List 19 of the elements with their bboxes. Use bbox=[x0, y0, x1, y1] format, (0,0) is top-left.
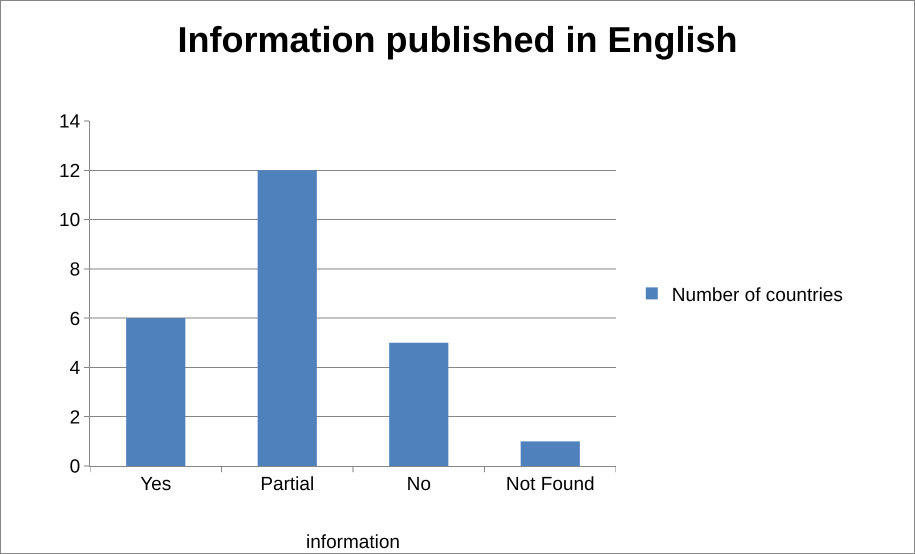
x-tick-label: Not Found bbox=[506, 474, 595, 495]
y-tick-label: 8 bbox=[70, 260, 80, 281]
bar bbox=[520, 441, 580, 466]
legend-label: Number of countries bbox=[672, 284, 843, 306]
y-tick-label: 12 bbox=[59, 160, 80, 182]
x-tick-label: Partial bbox=[260, 474, 314, 495]
y-tick-label: 4 bbox=[70, 358, 81, 380]
bar bbox=[389, 342, 448, 466]
x-tick-label: No bbox=[406, 474, 431, 495]
y-tick-label: 6 bbox=[70, 308, 80, 330]
bar bbox=[258, 170, 317, 466]
x-axis-title: information bbox=[306, 532, 400, 553]
y-tick-label: 10 bbox=[59, 210, 80, 232]
chart-title: Information published in English bbox=[178, 19, 738, 60]
bar bbox=[126, 318, 186, 466]
x-tick-label: Yes bbox=[140, 474, 172, 495]
y-tick-label: 14 bbox=[59, 112, 81, 133]
y-tick-label: 2 bbox=[70, 407, 80, 428]
y-tick-label: 0 bbox=[70, 456, 80, 478]
